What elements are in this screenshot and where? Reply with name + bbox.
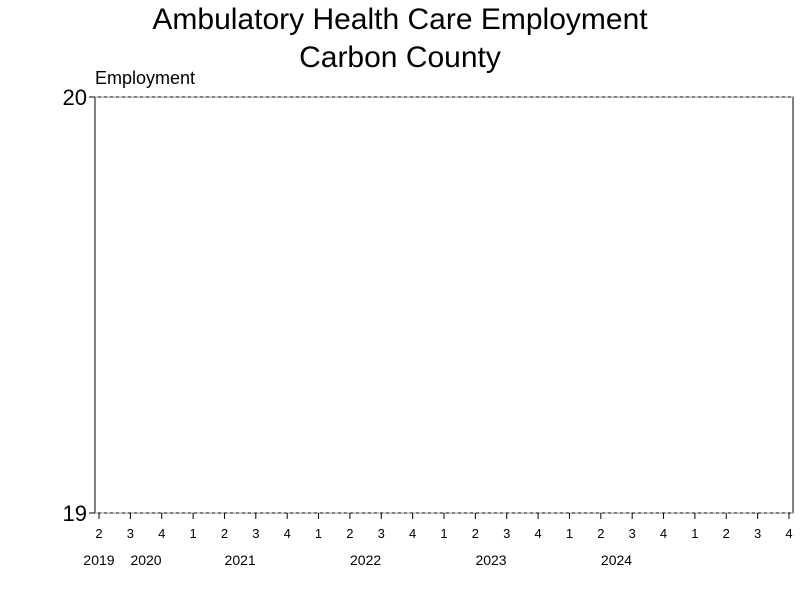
x-tick-label: 4 — [660, 526, 667, 541]
x-tick-label: 1 — [189, 526, 196, 541]
year-label: 2024 — [601, 552, 632, 568]
year-label: 2021 — [225, 552, 256, 568]
x-tick-label: 2 — [472, 526, 479, 541]
y-axis: 2019 — [63, 85, 95, 526]
x-tick-label: 4 — [785, 526, 792, 541]
x-tick-label: 3 — [754, 526, 761, 541]
x-tick-label: 2 — [346, 526, 353, 541]
year-axis: 2019 2020 2021 2022 2023 2024 — [83, 552, 632, 568]
x-tick-label: 4 — [534, 526, 541, 541]
x-tick-label: 3 — [252, 526, 259, 541]
year-label: 2023 — [475, 552, 506, 568]
year-label: 2022 — [350, 552, 381, 568]
x-tick-label: 3 — [378, 526, 385, 541]
year-label: 2019 — [83, 552, 114, 568]
x-tick-label: 4 — [284, 526, 291, 541]
x-tick-label: 3 — [629, 526, 636, 541]
x-tick-label: 2 — [597, 526, 604, 541]
x-tick-label: 4 — [409, 526, 416, 541]
y-tick-label: 19 — [63, 501, 87, 526]
x-tick-label: 1 — [315, 526, 322, 541]
x-tick-label: 2 — [723, 526, 730, 541]
y-axis-label: Employment — [95, 68, 196, 88]
x-tick-label: 1 — [440, 526, 447, 541]
x-tick-label: 1 — [566, 526, 573, 541]
x-axis: 2 3 4 1 2 3 4 1 2 3 4 1 2 3 4 1 2 3 4 1 2 3 4 — [95, 513, 793, 541]
x-tick-label: 3 — [503, 526, 510, 541]
y-tick-label: 20 — [63, 85, 87, 110]
x-tick-label: 1 — [691, 526, 698, 541]
chart-title: Ambulatory Health Care Employment — [152, 3, 648, 36]
plot-frame — [94, 96, 794, 514]
x-tick-label: 3 — [127, 526, 134, 541]
x-tick-label: 2 — [95, 526, 102, 541]
x-tick-label: 4 — [158, 526, 165, 541]
chart-subtitle: Carbon County — [299, 41, 501, 74]
grid-lines — [95, 96, 793, 514]
year-label: 2020 — [130, 552, 161, 568]
x-tick-label: 2 — [221, 526, 228, 541]
